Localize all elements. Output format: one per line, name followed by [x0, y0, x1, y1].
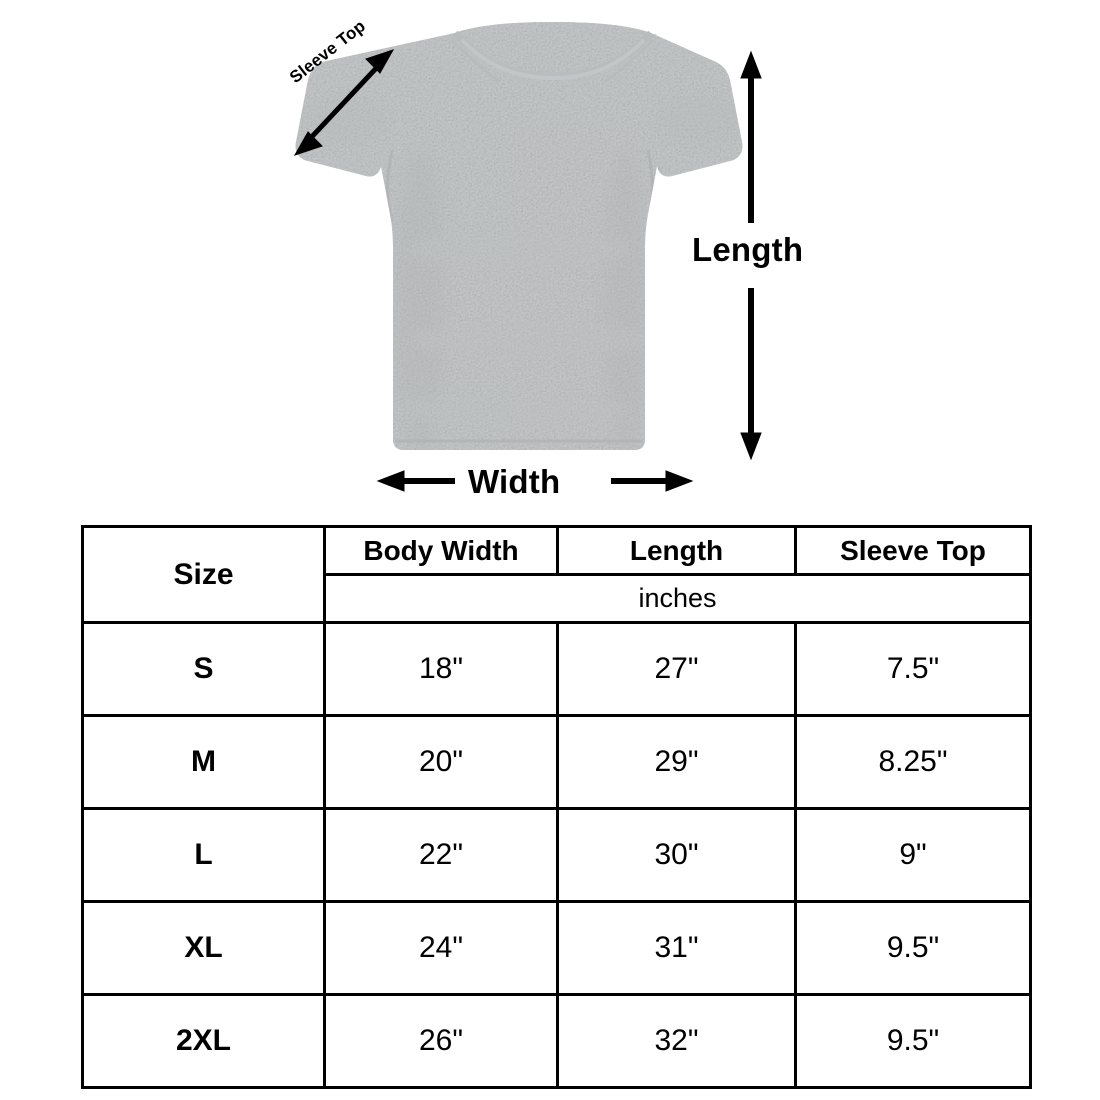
- cell-size: L: [81, 807, 326, 903]
- table-row: L 22" 30" 9": [81, 807, 1032, 903]
- cell-size: M: [81, 714, 326, 810]
- table-row: XL 24" 31" 9.5": [81, 900, 1032, 996]
- header-size: Size: [81, 525, 326, 624]
- cell-body-width: 26": [323, 993, 559, 1089]
- table-row: 2XL 26" 32" 9.5": [81, 993, 1032, 1089]
- tshirt-illustration: [293, 22, 762, 492]
- cell-length: 27": [556, 621, 797, 717]
- cell-body-width: 20": [323, 714, 559, 810]
- cell-length: 32": [556, 993, 797, 1089]
- cell-sleeve-top: 9": [794, 807, 1032, 903]
- length-arrow: [740, 50, 762, 461]
- garment-diagram: Length Width Sleeve Top: [0, 0, 1100, 510]
- cell-sleeve-top: 8.25": [794, 714, 1032, 810]
- length-label: Length: [692, 231, 804, 268]
- cell-sleeve-top: 7.5": [794, 621, 1032, 717]
- table-header-row-1: Size Body Width Length Sleeve Top: [81, 525, 1032, 624]
- cell-sleeve-top: 9.5": [794, 900, 1032, 996]
- table-row: M 20" 29" 8.25": [81, 714, 1032, 810]
- sleeve-top-arrow: [293, 49, 395, 156]
- cell-sleeve-top: 9.5": [794, 993, 1032, 1089]
- header-length: Length: [556, 525, 797, 576]
- collar: [449, 30, 657, 86]
- cell-length: 31": [556, 900, 797, 996]
- cell-body-width: 24": [323, 900, 559, 996]
- cell-length: 30": [556, 807, 797, 903]
- size-chart-table: Size Body Width Length Sleeve Top inches…: [81, 525, 1032, 1089]
- header-sleeve-top: Sleeve Top: [794, 525, 1032, 576]
- header-units: inches: [323, 573, 1032, 624]
- cell-size: XL: [81, 900, 326, 996]
- width-arrow: [376, 470, 694, 492]
- width-label: Width: [468, 463, 561, 500]
- header-body-width: Body Width: [323, 525, 559, 576]
- cell-body-width: 18": [323, 621, 559, 717]
- cell-body-width: 22": [323, 807, 559, 903]
- table-header-row-2: inches: [83, 573, 1032, 624]
- table-row: S 18" 27" 7.5": [81, 621, 1032, 717]
- cell-size: S: [81, 621, 326, 717]
- cell-length: 29": [556, 714, 797, 810]
- cell-size: 2XL: [81, 993, 326, 1089]
